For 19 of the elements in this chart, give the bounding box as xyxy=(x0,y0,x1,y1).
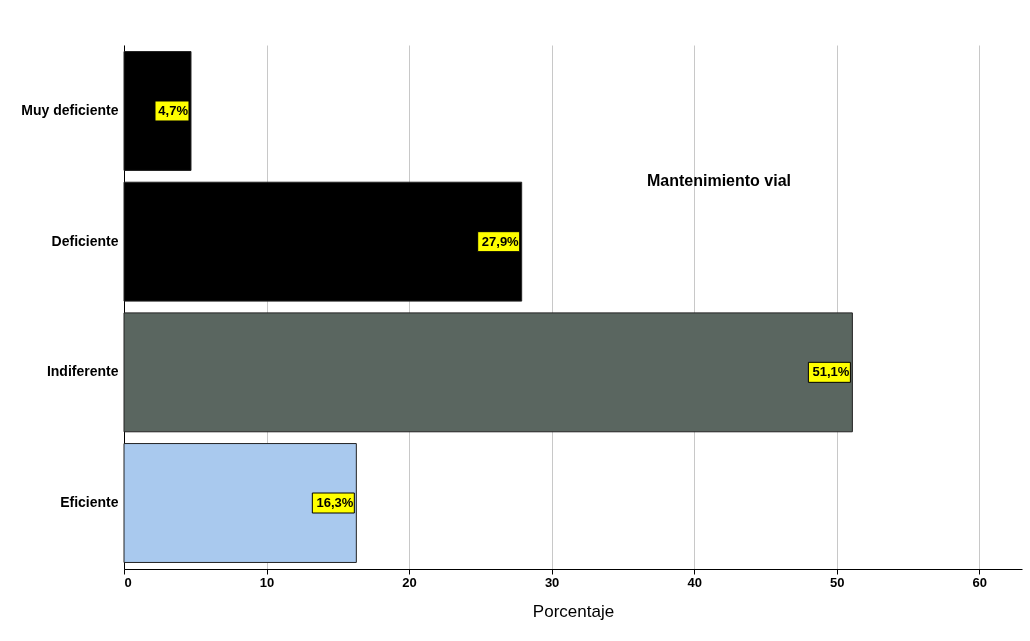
x-tick-label: 30 xyxy=(544,574,560,590)
text: Mantenimiento vial xyxy=(646,172,792,189)
data-label: 51,1% xyxy=(812,364,850,380)
x-tick-label: 50 xyxy=(829,574,845,590)
y-tick-label: Eficiente xyxy=(60,494,119,511)
x-axis-title: Porcentaje xyxy=(532,601,615,621)
x-tick-label: 0 xyxy=(124,574,132,590)
x-tick-label: 20 xyxy=(402,574,417,590)
y-tick-label: Indiferente xyxy=(46,363,119,380)
x-tick-label: 40 xyxy=(687,574,702,590)
x-tick-label: 60 xyxy=(972,574,987,590)
bar xyxy=(123,312,853,433)
x-tick-label: 10 xyxy=(259,574,275,590)
bar xyxy=(123,443,357,563)
y-tick-label: Deficiente xyxy=(51,232,119,249)
data-label: 16,3% xyxy=(316,495,354,511)
data-label: 27,9% xyxy=(481,233,520,249)
data-label: 4,7% xyxy=(158,102,189,118)
y-tick-label: Muy deficiente xyxy=(21,101,119,118)
